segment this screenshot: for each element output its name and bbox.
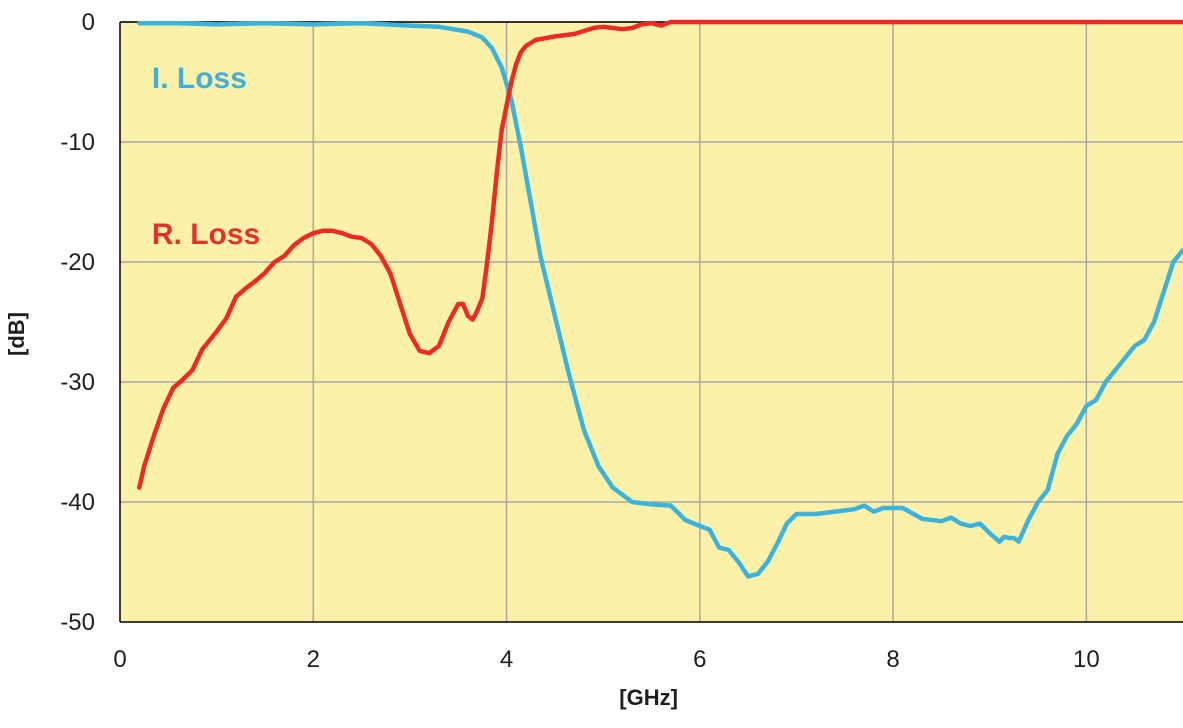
y-axis-title: [dB] <box>4 312 29 356</box>
r-loss-series-line <box>137 19 1183 490</box>
r-loss-series-label: R. Loss <box>152 218 260 251</box>
y-tick-label: -20 <box>60 249 95 276</box>
x-axis-title: [GHz] <box>619 685 678 710</box>
series <box>137 19 1183 579</box>
x-tick-label: 10 <box>1073 646 1100 673</box>
y-tick-label: -50 <box>60 609 95 636</box>
tick-labels: 0 2 4 6 8 10 0 -10 -20 -30 -40 -50 <box>60 9 1099 673</box>
x-tick-label: 6 <box>693 646 706 673</box>
x-tick-label: 4 <box>500 646 513 673</box>
i-loss-series-label: I. Loss <box>152 62 247 95</box>
x-tick-label: 0 <box>113 646 126 673</box>
y-tick-label: -10 <box>60 129 95 156</box>
plot-area <box>120 22 1183 622</box>
y-tick-label: -40 <box>60 489 95 516</box>
y-tick-label: 0 <box>82 9 95 36</box>
x-tick-label: 2 <box>307 646 320 673</box>
i-loss-series-line <box>137 20 1183 579</box>
x-tick-label: 8 <box>886 646 899 673</box>
y-tick-label: -30 <box>60 369 95 396</box>
